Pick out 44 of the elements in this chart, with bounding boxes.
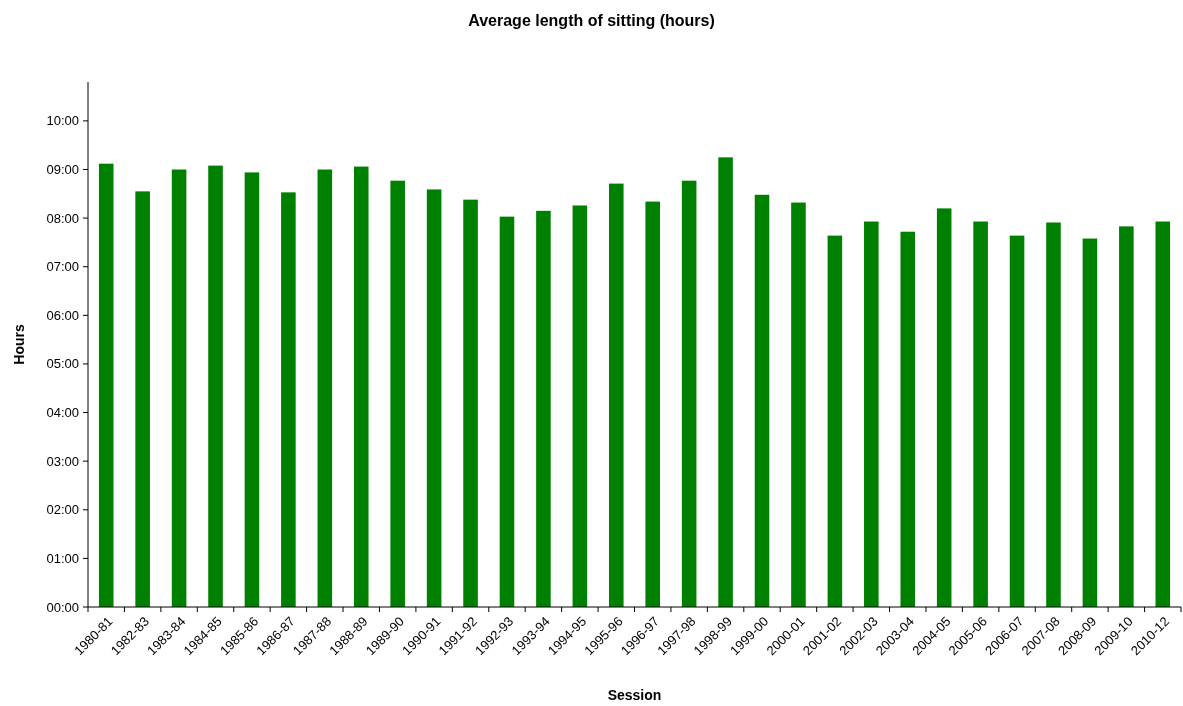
- chart-title: Average length of sitting (hours): [468, 12, 715, 29]
- bar: [645, 201, 660, 607]
- bar: [463, 199, 478, 607]
- bar: [572, 205, 588, 607]
- bar: [900, 231, 916, 607]
- y-tick-label: 02:00: [46, 502, 79, 518]
- x-axis-title: Session: [607, 687, 662, 703]
- bar: [536, 210, 551, 607]
- bar: [171, 169, 187, 607]
- bar: [1155, 221, 1171, 607]
- y-tick-label: 06:00: [46, 307, 79, 323]
- y-tick-label: 01:00: [46, 550, 79, 566]
- bar: [718, 157, 733, 607]
- bar: [864, 221, 879, 607]
- y-axis-title: Hours: [11, 324, 27, 365]
- bar: [317, 169, 333, 607]
- bar: [609, 183, 624, 607]
- y-tick-label: 10:00: [46, 113, 79, 129]
- bar: [754, 194, 770, 607]
- y-tick-label: 08:00: [46, 210, 79, 226]
- bar: [98, 163, 114, 607]
- bar: [936, 208, 952, 607]
- y-tick-label: 05:00: [46, 356, 79, 372]
- bar: [135, 191, 150, 607]
- bar: [791, 202, 806, 607]
- bar: [390, 180, 405, 607]
- bar: [426, 189, 442, 607]
- bar: [1009, 235, 1025, 607]
- bar: [244, 172, 260, 607]
- bar: [1082, 238, 1098, 607]
- bar: [499, 216, 515, 607]
- bar: [681, 180, 697, 607]
- y-tick-label: 00:00: [46, 599, 79, 615]
- y-tick-label: 09:00: [46, 162, 79, 178]
- bar: [1119, 226, 1134, 607]
- bar: [208, 165, 223, 607]
- bar: [973, 221, 988, 607]
- y-tick-label: 07:00: [46, 259, 79, 275]
- bar: [1046, 222, 1061, 607]
- y-tick-label: 03:00: [46, 453, 79, 469]
- bar: [281, 192, 296, 607]
- bar: [353, 166, 369, 607]
- y-tick-label: 04:00: [46, 405, 79, 421]
- bar: [827, 235, 843, 607]
